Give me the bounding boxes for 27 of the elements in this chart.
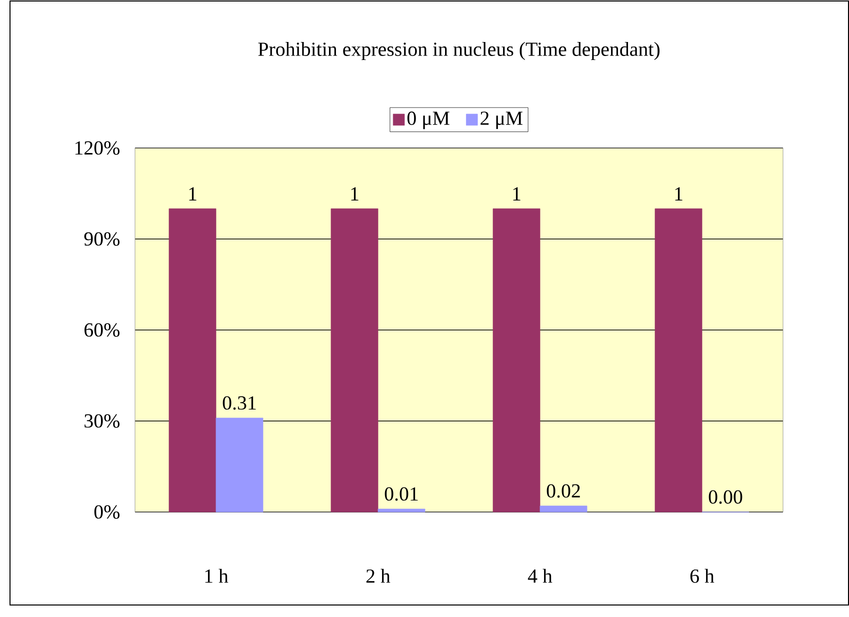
- y-tick-label: 0%: [94, 505, 120, 519]
- x-tick-label: 2 h: [366, 568, 390, 583]
- bar: [168, 208, 216, 512]
- y-tick-label: 60%: [84, 323, 120, 337]
- x-tick-label: 1 h: [205, 568, 228, 583]
- data-label: 0.31: [222, 396, 256, 410]
- bar: [330, 208, 378, 512]
- legend-label: 2 μM: [480, 112, 522, 130]
- y-tick-label: 90%: [84, 232, 120, 246]
- data-label: 1: [513, 187, 520, 200]
- chart-title: Prohibitin expression in nucleus (Time dependant): [258, 42, 660, 60]
- bar: [216, 418, 264, 512]
- data-label: 0.01: [384, 487, 418, 501]
- data-label: 1: [189, 187, 196, 200]
- bar: [540, 506, 588, 512]
- bar: [654, 208, 702, 512]
- x-tick-label: 4 h: [528, 568, 552, 583]
- data-label: 0.00: [708, 490, 742, 504]
- x-tick-label: 6 h: [690, 568, 714, 583]
- bar: [492, 208, 540, 512]
- data-label: 0.02: [546, 484, 580, 498]
- data-label: 1: [675, 187, 682, 200]
- data-label: 1: [351, 187, 358, 200]
- y-tick-label: 120%: [75, 141, 120, 155]
- bar: [378, 508, 426, 512]
- legend-label: 0 μM: [407, 112, 450, 130]
- y-tick-label: 30%: [84, 414, 120, 428]
